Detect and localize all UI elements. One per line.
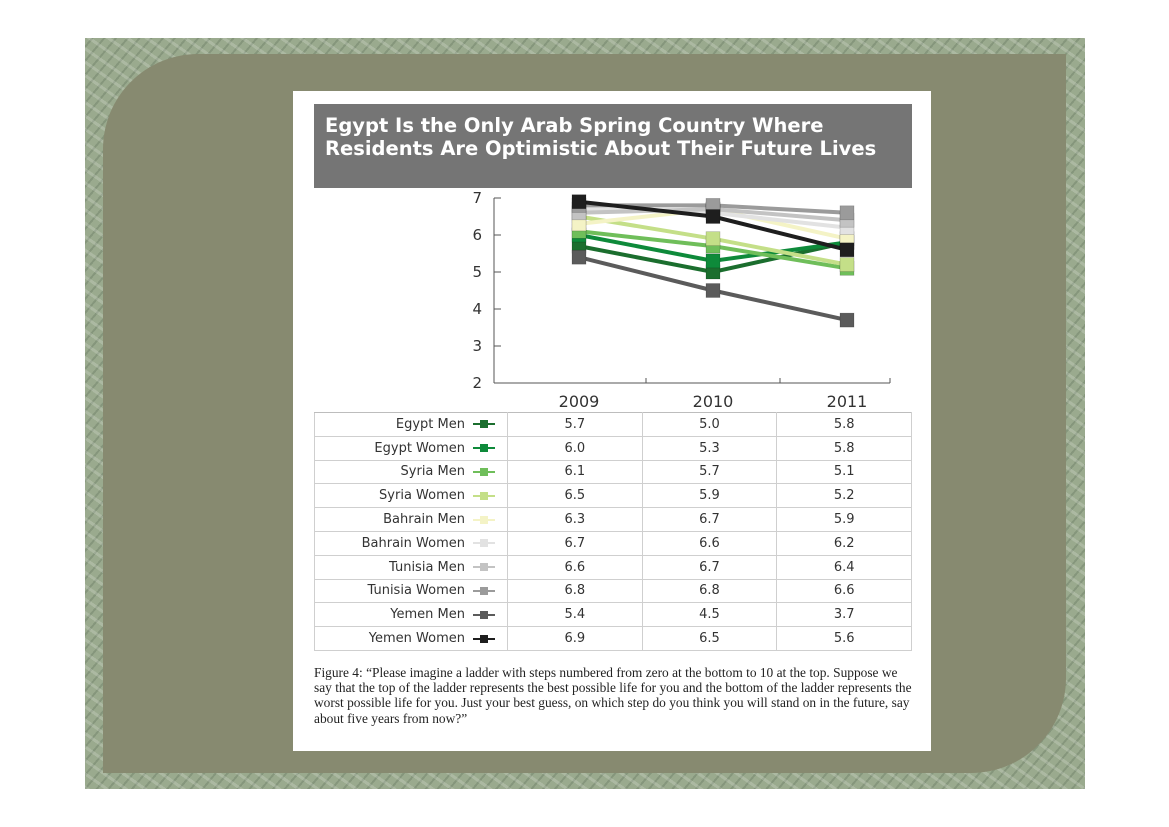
- series-label-cell: Yemen Men: [314, 602, 508, 628]
- table-value-cell: 5.3: [641, 435, 778, 461]
- figure-card: Egypt Is the Only Arab Spring Country Wh…: [293, 91, 931, 751]
- series-label-cell: Tunisia Men: [314, 554, 508, 580]
- table-value-cell: 5.7: [507, 412, 643, 437]
- figure-caption: Figure 4: “Please imagine a ladder with …: [314, 665, 912, 726]
- y-tick-label: 4: [472, 300, 482, 318]
- x-tick-label: 2011: [827, 392, 868, 411]
- series-name-yemen-men: Yemen Men: [390, 607, 465, 623]
- x-axis: 2009 2010 2011: [494, 378, 891, 411]
- table-value-cell: 6.7: [641, 507, 778, 532]
- legend-swatch-tunisia-women: [473, 586, 495, 596]
- table-value-cell: 6.2: [776, 530, 912, 556]
- data-point-yemen-women: [839, 242, 855, 258]
- table-value-cell: 6.6: [776, 578, 912, 604]
- legend-swatch-egypt-men: [473, 419, 495, 429]
- table-value-cell: 6.4: [776, 554, 912, 580]
- table-row: Bahrain Men 6.3 6.7 5.9: [314, 507, 912, 532]
- legend-swatch-bahrain-women: [473, 538, 495, 548]
- y-tick-label: 7: [472, 189, 482, 207]
- table-value-cell: 5.2: [776, 483, 912, 509]
- y-tick-label: 5: [472, 263, 482, 281]
- series-name-yemen-women: Yemen Women: [368, 631, 465, 647]
- chart-series: [571, 194, 855, 328]
- table-value-cell: 6.9: [507, 626, 643, 651]
- series-label-cell: Syria Women: [314, 483, 508, 509]
- table-value-cell: 5.6: [776, 626, 912, 651]
- legend-swatch-egypt-women: [473, 443, 495, 453]
- table-value-cell: 5.9: [776, 507, 912, 532]
- table-value-cell: 6.3: [507, 507, 643, 532]
- table-row: Egypt Women 6.0 5.3 5.8: [314, 435, 912, 461]
- table-row: Tunisia Women 6.8 6.8 6.6: [314, 578, 912, 604]
- table-value-cell: 6.7: [641, 554, 778, 580]
- table-value-cell: 5.1: [776, 459, 912, 485]
- table-row: Syria Women 6.5 5.9 5.2: [314, 483, 912, 509]
- data-table: Egypt Men 5.7 5.0 5.8 Egypt Women 6.0 5.3 5.8 Sy…: [314, 412, 912, 651]
- data-point-egypt-women: [705, 253, 721, 269]
- legend-swatch-syria-men: [473, 467, 495, 477]
- legend-swatch-yemen-women: [473, 634, 495, 644]
- table-value-cell: 6.0: [507, 435, 643, 461]
- table-value-cell: 6.8: [641, 578, 778, 604]
- table-value-cell: 5.7: [641, 459, 778, 485]
- table-value-cell: 6.1: [507, 459, 643, 485]
- table-row: Tunisia Men 6.6 6.7 6.4: [314, 554, 912, 580]
- series-name-syria-men: Syria Men: [400, 464, 465, 480]
- series-label-cell: Bahrain Women: [314, 530, 508, 556]
- table-row: Syria Men 6.1 5.7 5.1: [314, 459, 912, 485]
- table-value-cell: 5.8: [776, 435, 912, 461]
- y-tick-label: 3: [472, 337, 482, 355]
- series-name-tunisia-women: Tunisia Women: [367, 583, 466, 599]
- legend-swatch-yemen-men: [473, 610, 495, 620]
- series-name-bahrain-men: Bahrain Men: [383, 512, 465, 528]
- table-value-cell: 5.9: [641, 483, 778, 509]
- table-value-cell: 4.5: [641, 602, 778, 628]
- table-value-cell: 6.7: [507, 530, 643, 556]
- x-tick-label: 2010: [693, 392, 734, 411]
- data-point-syria-women: [705, 231, 721, 247]
- table-value-cell: 5.0: [641, 412, 778, 437]
- y-axis: 2 3 4 5 6 7: [472, 189, 501, 392]
- series-name-egypt-women: Egypt Women: [374, 440, 465, 456]
- table-row: Egypt Men 5.7 5.0 5.8: [314, 412, 912, 437]
- chart-title: Egypt Is the Only Arab Spring Country Wh…: [314, 104, 912, 188]
- data-point-yemen-men: [571, 249, 587, 265]
- data-point-yemen-men: [705, 283, 721, 298]
- series-name-egypt-men: Egypt Men: [395, 416, 465, 432]
- data-point-yemen-women: [571, 194, 587, 209]
- table-value-cell: 5.4: [507, 602, 643, 628]
- series-label-cell: Egypt Men: [314, 412, 508, 437]
- series-label-cell: Tunisia Women: [314, 578, 508, 604]
- series-label-cell: Syria Men: [314, 459, 508, 485]
- line-chart: 2 3 4 5 6 7 2009 2010 2011: [472, 189, 891, 411]
- legend-swatch-tunisia-men: [473, 562, 495, 572]
- data-point-syria-women: [839, 257, 855, 272]
- data-point-tunisia-women: [839, 205, 855, 221]
- series-label-cell: Yemen Women: [314, 626, 508, 651]
- table-row: Bahrain Women 6.7 6.6 6.2: [314, 530, 912, 556]
- table-row: Yemen Men 5.4 4.5 3.7: [314, 602, 912, 628]
- data-point-yemen-men: [839, 312, 855, 328]
- y-tick-label: 2: [472, 374, 482, 392]
- table-value-cell: 3.7: [776, 602, 912, 628]
- table-value-cell: 6.6: [507, 554, 643, 580]
- x-tick-label: 2009: [559, 392, 600, 411]
- series-name-tunisia-men: Tunisia Men: [389, 559, 465, 575]
- table-value-cell: 6.8: [507, 578, 643, 604]
- table-value-cell: 6.5: [507, 483, 643, 509]
- series-label-cell: Bahrain Men: [314, 507, 508, 532]
- data-point-yemen-women: [705, 209, 721, 224]
- table-row: Yemen Women 6.9 6.5 5.6: [314, 626, 912, 651]
- legend-swatch-syria-women: [473, 491, 495, 501]
- legend-swatch-bahrain-men: [473, 515, 495, 525]
- table-value-cell: 5.8: [776, 412, 912, 437]
- series-label-cell: Egypt Women: [314, 435, 508, 461]
- table-value-cell: 6.6: [641, 530, 778, 556]
- y-tick-label: 6: [472, 226, 482, 244]
- series-name-syria-women: Syria Women: [379, 488, 465, 504]
- table-value-cell: 6.5: [641, 626, 778, 651]
- series-name-bahrain-women: Bahrain Women: [361, 535, 465, 551]
